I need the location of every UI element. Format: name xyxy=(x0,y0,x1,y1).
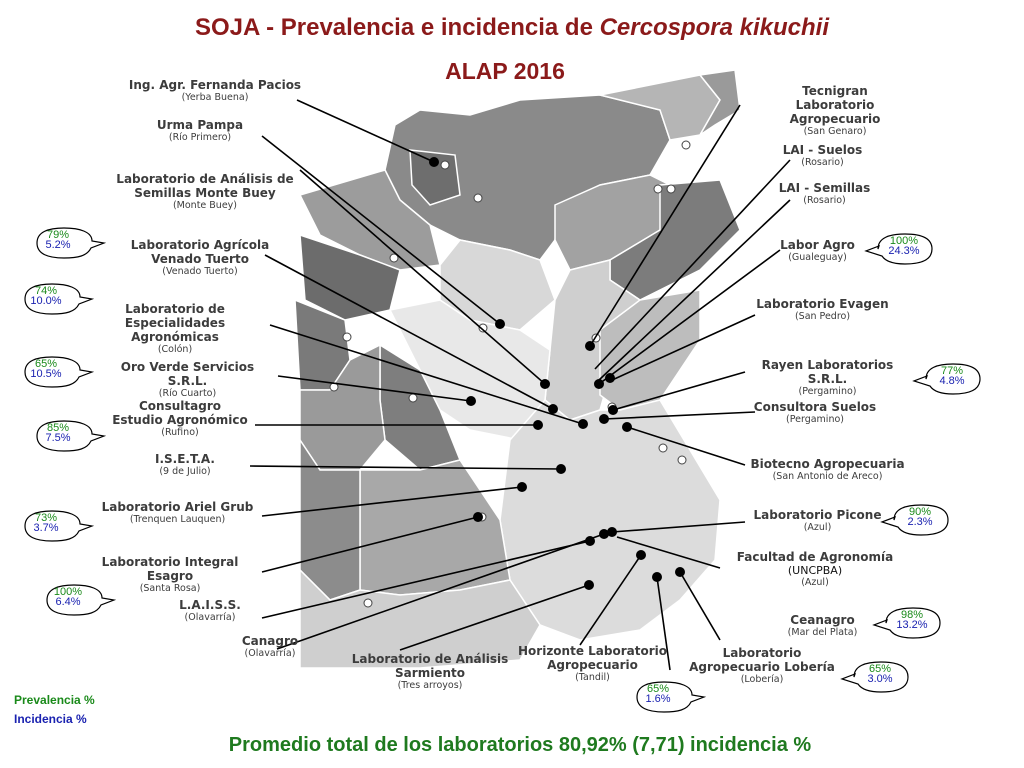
label-facultad: Facultad de Agronomía (UNCPBA) (Azul) xyxy=(736,550,894,588)
ring-markers xyxy=(329,140,691,608)
label-sarmiento: Laboratorio de Análisis Sarmiento (Tres ar… xyxy=(351,652,509,691)
label-suelos: Consultora Suelos (Pergamino) xyxy=(753,400,877,425)
label-laborgro: Labor Agro (Gualeguay) xyxy=(780,238,855,263)
label-oro: Oro Verde Servicios S.R.L. (Río Cuarto) xyxy=(120,360,255,399)
province-shapes xyxy=(294,69,741,669)
label-canagro: Canagro (Olavarría) xyxy=(241,634,299,659)
leader-lines xyxy=(249,99,791,671)
label-monte: Laboratorio de Análisis de Semillas Monte… xyxy=(116,172,294,211)
dot-oro xyxy=(466,396,476,406)
dot-canagro xyxy=(599,529,609,539)
label-laiss: L.A.I.S.S. (Olavarría) xyxy=(179,598,241,623)
page-title: SOJA - Prevalencia e incidencia de Cerco… xyxy=(194,14,830,41)
dot-grub xyxy=(517,482,527,492)
label-consultagro: Consultagro Estudio Agronómico (Rufino) xyxy=(112,399,248,438)
label-loberia: Laboratorio Agropecuario Lobería (Lobería) xyxy=(689,646,835,685)
label-rayen: Rayen Laboratorios S.R.L. (Pergamino) xyxy=(761,358,894,397)
dot-rayen xyxy=(608,405,618,415)
dot-ceanagro xyxy=(675,567,685,577)
province-misiones xyxy=(698,69,741,136)
dot-colon xyxy=(578,419,588,429)
dot-tecnigran xyxy=(585,341,595,351)
bubble-grub: 73% 3.7% xyxy=(22,509,94,543)
label-grub: Laboratorio Ariel Grub (Trenquen Lauquen) xyxy=(101,500,254,525)
label-biotecno: Biotecno Agropecuaria (San Antonio de Are… xyxy=(750,457,905,482)
dot-laborgro xyxy=(594,379,604,389)
label-ceanagro: Ceanagro (Mar del Plata) xyxy=(787,613,858,638)
legend-prevalence: Prevalencia % xyxy=(14,693,95,707)
dot-sarmiento xyxy=(584,580,594,590)
label-tecnigran: Tecnigran Laboratorio Agropecuario (San Ge… xyxy=(789,84,881,137)
dot-biotecno xyxy=(622,422,632,432)
label-venado: Laboratorio Agrícola Venado Tuerto (Venado… xyxy=(130,238,270,277)
bubble-venado: 79% 5.2% xyxy=(34,226,106,260)
dot-esagro xyxy=(473,512,483,522)
label-horizonte: Horizonte Laboratorio Agropecuario (Tandil… xyxy=(518,644,667,683)
dot-loberia xyxy=(652,572,662,582)
label-picone: Laboratorio Picone (Azul) xyxy=(753,508,882,533)
dot-laiss xyxy=(585,536,595,546)
bubble-loberia: 65% 3.0% xyxy=(840,660,912,694)
dot-venado xyxy=(548,404,558,414)
bubble-picone: 90% 2.3% xyxy=(880,503,952,537)
legend-incidence: Incidencia % xyxy=(14,712,87,726)
province-entre-rios xyxy=(599,289,701,411)
label-evagen: Laboratorio Evagen (San Pedro) xyxy=(756,297,889,322)
dot-suelos xyxy=(599,414,609,424)
label-esagro: Laboratorio Integral Esagro (Santa Rosa) xyxy=(101,555,239,594)
page-subtitle: ALAP 2016 xyxy=(445,58,565,84)
bubble-laborgro: 100% 24.3% xyxy=(864,232,936,266)
dot-picone xyxy=(607,527,617,537)
dot-evagen xyxy=(605,373,615,383)
dot-iseta xyxy=(556,464,566,474)
label-colon: Laboratorio de Especialidades Agronómicas… xyxy=(124,302,226,355)
lab-dots xyxy=(429,157,685,590)
dot-consultagro xyxy=(533,420,543,430)
dot-pacios xyxy=(429,157,439,167)
label-laisue: LAI - Suelos (Rosario) xyxy=(782,143,863,168)
bubble-oro: 65% 10.5% xyxy=(22,355,94,389)
bubble-horizonte: 65% 1.6% xyxy=(634,680,706,714)
dot-urma xyxy=(495,319,505,329)
bubble-consultagro: 85% 7.5% xyxy=(34,419,106,453)
footer-average: Promedio total de los laboratorios 80,92… xyxy=(228,734,812,756)
label-iseta: I.S.E.T.A. (9 de Julio) xyxy=(155,452,215,477)
bubble-colon: 74% 10.0% xyxy=(22,282,94,316)
label-laisem: LAI - Semillas (Rosario) xyxy=(778,181,871,206)
dot-horizonte xyxy=(636,550,646,560)
bubble-esagro: 100% 6.4% xyxy=(44,583,116,617)
dot-monte xyxy=(540,379,550,389)
label-pacios: Ing. Agr. Fernanda Pacios (Yerba Buena) xyxy=(128,78,302,103)
bubble-rayen: 77% 4.8% xyxy=(912,362,984,396)
label-urma: Urma Pampa (Río Primero) xyxy=(156,118,244,143)
bubble-ceanagro: 98% 13.2% xyxy=(872,606,944,640)
